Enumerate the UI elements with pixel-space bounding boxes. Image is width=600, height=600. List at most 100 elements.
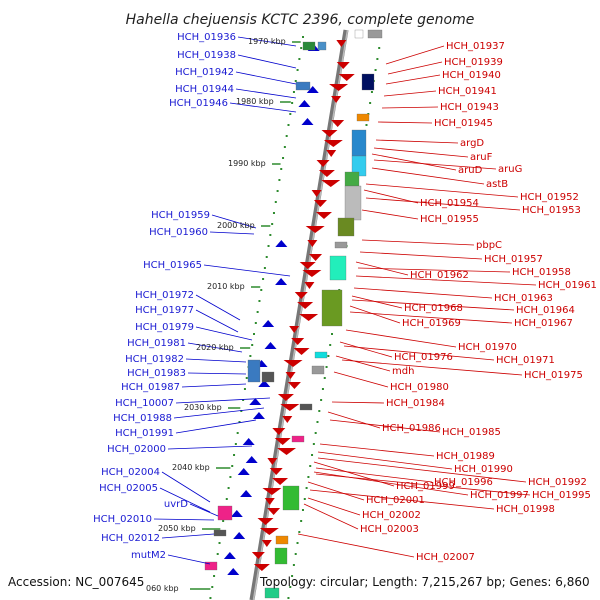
tick-dot xyxy=(369,102,372,104)
gene-block xyxy=(213,529,227,537)
gene-label-right: HCH_01955 xyxy=(420,214,479,225)
right-leader xyxy=(319,443,435,457)
gene-block xyxy=(217,505,233,521)
gene-label-right: HCH_01964 xyxy=(516,305,575,316)
gene-label-right: HCH_01985 xyxy=(442,427,501,438)
right-leader xyxy=(359,251,483,260)
gene-label-right: HCH_02003 xyxy=(360,524,419,535)
tick-dot xyxy=(280,168,283,170)
tick-dot xyxy=(283,146,286,148)
forward-gene-arrow xyxy=(261,540,272,547)
tick-dot xyxy=(300,47,303,49)
reverse-gene-arrow xyxy=(249,398,262,405)
kbp-labels: 1970 kbp 1980 kbp 1990 kbp 2000 kbp 2010 kbp… xyxy=(146,37,286,593)
tick-dot xyxy=(274,201,277,203)
right-leader xyxy=(385,74,441,85)
gene-label-left: uvrD xyxy=(164,499,188,510)
tick-dot xyxy=(378,47,381,49)
label-leaders xyxy=(153,36,537,565)
gene-label-left: HCH_01959 xyxy=(151,210,210,221)
tick-dot xyxy=(234,443,237,445)
forward-gene-arrow xyxy=(299,314,319,321)
right-leader xyxy=(387,61,443,75)
gene-label-right: HCH_01975 xyxy=(524,370,583,381)
right-leader xyxy=(333,371,389,388)
left-leader xyxy=(185,358,247,363)
tick-dot xyxy=(254,322,257,324)
right-leader xyxy=(375,139,459,144)
gene-block xyxy=(274,547,288,565)
gene-block xyxy=(334,241,348,249)
left-leader xyxy=(235,88,297,99)
tick-dot xyxy=(296,69,299,71)
reverse-gene-arrow xyxy=(245,456,258,463)
forward-gene-arrow xyxy=(311,190,322,197)
left-leader xyxy=(161,533,215,539)
tick-dot xyxy=(303,498,306,500)
forward-gene-arrow xyxy=(277,448,297,455)
forward-gene-arrow xyxy=(321,130,338,137)
tick-dot xyxy=(314,432,317,434)
gene-label-right: HCH_01937 xyxy=(446,41,505,52)
kbp-label: 060 kbp xyxy=(146,584,179,593)
left-leader xyxy=(211,214,257,229)
forward-gene-arrow xyxy=(302,270,322,277)
gene-label-left: HCH_02012 xyxy=(101,533,160,544)
kbp-label: 2000 kbp xyxy=(217,221,255,230)
forward-gene-arrow xyxy=(262,488,282,495)
gene-label-right: aruF xyxy=(470,152,493,163)
gene-label-right: HCH_01940 xyxy=(442,70,501,81)
right-leader xyxy=(335,355,391,372)
forward-gene-arrow xyxy=(313,200,327,207)
right-leader xyxy=(313,471,469,496)
tick-dot xyxy=(307,476,310,478)
left-leader xyxy=(161,471,211,503)
reverse-gene-arrow xyxy=(223,552,236,559)
tick-dot xyxy=(231,465,234,467)
gene-block xyxy=(299,403,313,411)
forward-gene-arrow xyxy=(274,438,291,445)
gene-label-left: HCH_01987 xyxy=(121,382,180,393)
gene-block xyxy=(344,185,362,221)
gene-label-right: HCH_01971 xyxy=(496,355,555,366)
genome-summary: Topology: circular; Length: 7,215,267 bp… xyxy=(259,575,590,589)
gene-label-right: pbpC xyxy=(476,240,502,251)
gene-label-right: HCH_01984 xyxy=(386,398,445,409)
right-leader xyxy=(303,503,359,530)
gene-label-right: argD xyxy=(460,138,484,149)
right-leader xyxy=(373,159,497,170)
forward-gene-arrow xyxy=(318,170,335,177)
tick-dot xyxy=(243,388,246,390)
tick-dot xyxy=(265,256,268,258)
gene-label-left: HCH_01982 xyxy=(125,354,184,365)
forward-gene-arrow xyxy=(277,394,294,401)
kbp-label: 2050 kbp xyxy=(158,524,196,533)
tick-dot xyxy=(305,487,308,489)
tick-dot xyxy=(289,113,292,115)
reverse-gene-arrow xyxy=(242,438,255,445)
forward-gene-arrow xyxy=(338,74,355,81)
left-leader xyxy=(175,419,257,434)
tick-dot xyxy=(320,399,323,401)
gene-label-right: HCH_01961 xyxy=(538,280,597,291)
forward-gene-arrow xyxy=(272,478,289,485)
tick-dot xyxy=(227,487,230,489)
gene-label-left: HCH_01972 xyxy=(135,290,194,301)
gene-label-right: astB xyxy=(486,179,508,190)
forward-gene-arrow xyxy=(267,458,278,465)
left-leader xyxy=(167,445,253,450)
gene-label-left: HCH_01936 xyxy=(177,32,236,43)
kbp-label: 2010 kbp xyxy=(207,282,245,291)
tick-dot xyxy=(312,443,315,445)
right-leader xyxy=(297,533,415,558)
gene-label-right: HCH_01997 xyxy=(470,490,529,501)
gene-label-right: HCH_01999 xyxy=(396,481,455,492)
right-leader xyxy=(385,45,445,65)
tick-dot xyxy=(251,344,254,346)
left-leader xyxy=(203,264,291,277)
tick-dot xyxy=(267,245,270,247)
forward-gene-arrow xyxy=(251,552,265,559)
left-leader xyxy=(195,309,239,333)
tick-dot xyxy=(292,91,295,93)
